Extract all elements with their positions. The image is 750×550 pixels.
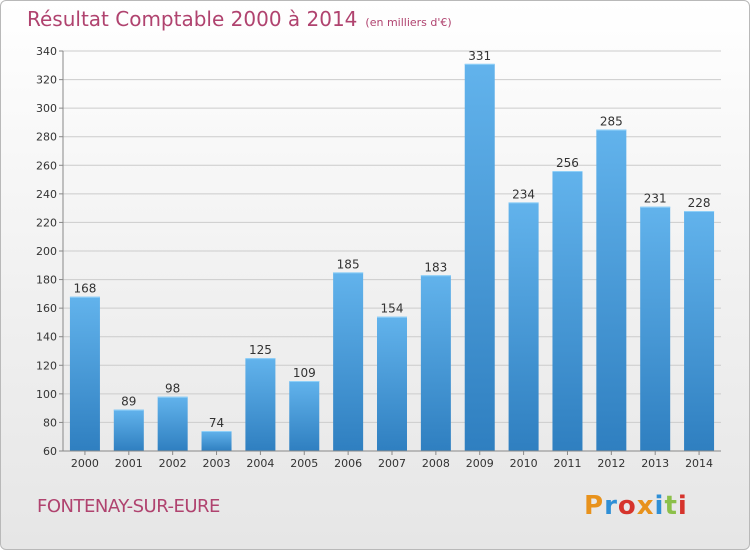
bar-2007 [377, 316, 407, 451]
y-tick-label: 100 [36, 388, 57, 401]
commune-name: FONTENAY-SUR-EURE [37, 496, 220, 517]
data-label-2004: 125 [249, 343, 272, 357]
bar-2001 [113, 409, 144, 451]
data-label-2002: 98 [165, 382, 180, 396]
data-label-2001: 89 [121, 395, 136, 409]
logo-letter: x [636, 491, 655, 521]
data-label-2007: 154 [381, 302, 404, 316]
x-tick-label: 2011 [553, 457, 581, 470]
y-tick-label: 320 [36, 74, 57, 87]
bar-2006 [333, 272, 364, 451]
data-label-2008: 183 [424, 260, 447, 274]
data-label-2005: 109 [293, 366, 316, 380]
y-tick-label: 240 [36, 188, 57, 201]
bar-2002 [157, 396, 188, 451]
proxiti-logo: Proxiti [584, 491, 688, 521]
y-tick-label: 280 [36, 131, 57, 144]
y-tick-label: 180 [36, 274, 57, 287]
logo-letter: r [604, 491, 618, 521]
bar-2009 [464, 63, 495, 451]
bar-2008 [420, 275, 451, 451]
bar-2003 [201, 431, 232, 451]
x-tick-label: 2002 [159, 457, 187, 470]
y-tick-label: 160 [36, 302, 57, 315]
axes: 60 80 100 120 140 160 180 200 220 240 260 280 300 320… [36, 45, 721, 470]
y-tick-label: 300 [36, 102, 57, 115]
x-tick-label: 2006 [334, 457, 362, 470]
chart-unit: (en milliers d'€) [365, 16, 452, 29]
bar-2014 [684, 211, 715, 451]
y-tick-label: 140 [36, 331, 57, 344]
bar-2011 [552, 171, 583, 451]
y-tick-label: 120 [36, 359, 57, 372]
x-tick-label: 2008 [422, 457, 450, 470]
x-tick-label: 2010 [510, 457, 538, 470]
bar-2000 [69, 296, 100, 451]
y-tick-label: 200 [36, 245, 57, 258]
logo-letter: t [664, 491, 678, 521]
bar-2004 [245, 358, 276, 451]
bar-2012 [596, 129, 627, 452]
y-tick-label: 340 [36, 45, 57, 58]
bar-2013 [640, 206, 671, 451]
data-label-2012: 285 [600, 115, 623, 129]
y-tick-label: 60 [43, 445, 57, 458]
y-tick-label: 80 [43, 416, 57, 429]
x-tick-label: 2005 [290, 457, 318, 470]
logo-letter: o [617, 491, 637, 521]
data-label-2013: 231 [644, 192, 667, 206]
data-label-2009: 331 [468, 49, 491, 63]
chart-title: Résultat Comptable 2000 à 2014 (en millie… [27, 7, 452, 31]
x-tick-label: 2003 [203, 457, 231, 470]
y-tick-label: 220 [36, 216, 57, 229]
x-tick-label: 2012 [597, 457, 625, 470]
x-tick-label: 2000 [71, 457, 99, 470]
logo-letter: i [677, 491, 688, 521]
x-tick-label: 2009 [466, 457, 494, 470]
bar-2010 [508, 202, 539, 451]
x-tick-label: 2007 [378, 457, 406, 470]
x-tick-label: 2001 [115, 457, 143, 470]
data-label-2003: 74 [209, 416, 224, 430]
logo-letter: P [584, 491, 605, 521]
data-label-2014: 228 [688, 196, 711, 210]
bars [69, 63, 715, 452]
bar-2005 [289, 381, 320, 451]
data-label-2011: 256 [556, 156, 579, 170]
y-tick-label: 260 [36, 159, 57, 172]
data-label-2000: 168 [73, 282, 96, 296]
data-label-2010: 234 [512, 187, 535, 201]
x-tick-label: 2013 [641, 457, 669, 470]
data-labels: 168 89 98 74 125 109 185 154 183 331 234 256 285 231 2… [73, 49, 710, 430]
logo-letter: i [654, 491, 665, 521]
x-tick-label: 2014 [685, 457, 713, 470]
x-tick-label: 2004 [246, 457, 274, 470]
data-label-2006: 185 [337, 257, 360, 271]
chart-title-text: Résultat Comptable 2000 à 2014 [27, 7, 358, 31]
